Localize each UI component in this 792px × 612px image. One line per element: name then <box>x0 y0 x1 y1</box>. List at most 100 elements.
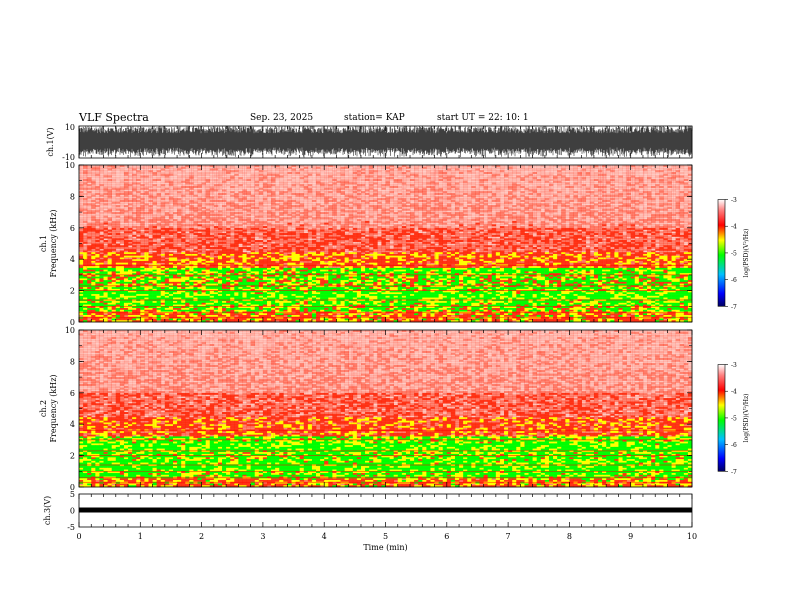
spectrogram-cell <box>508 216 512 218</box>
spectrogram-cell <box>426 221 430 223</box>
spectrogram-cell <box>614 217 618 219</box>
spectrogram-cell <box>573 189 577 191</box>
spectrogram-cell <box>635 186 639 188</box>
spectrogram-cell <box>120 212 124 214</box>
spectrogram-cell <box>418 216 422 218</box>
spectrogram-cell <box>451 188 455 190</box>
spectrogram-cell <box>492 195 496 197</box>
spectrogram-cell <box>124 216 128 218</box>
spectrogram-cell <box>492 175 496 177</box>
spectrogram-cell <box>153 191 157 193</box>
spectrogram-cell <box>349 177 353 179</box>
spectrogram-cell <box>418 214 422 216</box>
spectrogram-cell <box>349 191 353 193</box>
spectrogram-cell <box>263 191 267 193</box>
spectrogram-cell <box>328 179 332 181</box>
spectrogram-cell <box>193 191 197 193</box>
spectrogram-cell <box>418 203 422 205</box>
spectrogram-cell <box>336 200 340 202</box>
spectrogram-cell <box>602 202 606 204</box>
spectrogram-cell <box>663 205 667 207</box>
spectrogram-cell <box>582 177 586 179</box>
spectrogram-cell <box>488 188 492 190</box>
spectrogram-cell <box>341 186 345 188</box>
spectrogram-cell <box>578 174 582 176</box>
spectrogram-cell <box>516 170 520 172</box>
spectrogram-cell <box>308 195 312 197</box>
spectrogram-cell <box>651 205 655 207</box>
spectrogram-cell <box>316 193 320 195</box>
spectrogram-cell <box>357 175 361 177</box>
spectrogram-cell <box>529 174 533 176</box>
spectrogram-cell <box>300 203 304 205</box>
spectrogram-cell <box>287 177 291 179</box>
spectrogram-cell <box>463 207 467 209</box>
spectrogram-cell <box>582 210 586 212</box>
spectrogram-cell <box>602 188 606 190</box>
spectrogram-cell <box>251 209 255 211</box>
spectrogram-cell <box>390 202 394 204</box>
spectrogram-cell <box>165 167 169 169</box>
spectrogram-cell <box>181 191 185 193</box>
spectrogram-cell <box>410 203 414 205</box>
spectrogram-cell <box>296 170 300 172</box>
spectrogram-cell <box>222 179 226 181</box>
spectrogram-cell <box>247 214 251 216</box>
spectrogram-cell <box>169 209 173 211</box>
spectrogram-cell <box>218 186 222 188</box>
spectrogram-cell <box>153 219 157 221</box>
spectrogram-cell <box>153 182 157 184</box>
spectrogram-cell <box>606 177 610 179</box>
spectrogram-cell <box>108 168 112 170</box>
spectrogram-cell <box>492 170 496 172</box>
spectrogram-cell <box>177 167 181 169</box>
spectrogram-cell <box>234 172 238 174</box>
spectrogram-cell <box>165 217 169 219</box>
spectrogram-cell <box>516 189 520 191</box>
spectrogram-cell <box>492 205 496 207</box>
spectrogram-cell <box>104 189 108 191</box>
spectrogram-cell <box>173 193 177 195</box>
spectrogram-cell <box>373 210 377 212</box>
spectrogram-cell <box>394 209 398 211</box>
spectrogram-cell <box>430 195 434 197</box>
spectrogram-cell <box>275 177 279 179</box>
spectrogram-cell <box>108 202 112 204</box>
spectrogram-cell <box>238 202 242 204</box>
spectrogram-cell <box>618 172 622 174</box>
spectrogram-cell <box>557 174 561 176</box>
spectrogram-cell <box>533 186 537 188</box>
spectrogram-cell <box>426 217 430 219</box>
spectrogram-cell <box>402 182 406 184</box>
spectrogram-cell <box>210 174 214 176</box>
spectrogram-cell <box>479 212 483 214</box>
spectrogram-cell <box>210 209 214 211</box>
spectrogram-cell <box>578 219 582 221</box>
spectrogram-cell <box>529 195 533 197</box>
spectrogram-cell <box>484 198 488 200</box>
spectrogram-cell <box>320 207 324 209</box>
spectrogram-cell <box>484 174 488 176</box>
spectrogram-cell <box>520 189 524 191</box>
spectrogram-cell <box>222 202 226 204</box>
spectrogram-cell <box>185 216 189 218</box>
spectrogram-cell <box>296 172 300 174</box>
spectrogram-cell <box>529 170 533 172</box>
spectrogram-cell <box>467 196 471 198</box>
spectrogram-cell <box>230 195 234 197</box>
spectrogram-cell <box>631 209 635 211</box>
spectrogram-cell <box>120 198 124 200</box>
spectrogram-cell <box>672 186 676 188</box>
spectrogram-cell <box>373 212 377 214</box>
spectrogram-cell <box>296 205 300 207</box>
spectrogram-cell <box>602 214 606 216</box>
spectrogram-cell <box>520 182 524 184</box>
spectrogram-cell <box>402 198 406 200</box>
spectrogram-cell <box>639 191 643 193</box>
spectrogram-cell <box>353 195 357 197</box>
spectrogram-cell <box>247 172 251 174</box>
spectrogram-cell <box>91 198 95 200</box>
spectrogram-cell <box>251 195 255 197</box>
spectrogram-cell <box>663 175 667 177</box>
spectrogram-cell <box>120 170 124 172</box>
